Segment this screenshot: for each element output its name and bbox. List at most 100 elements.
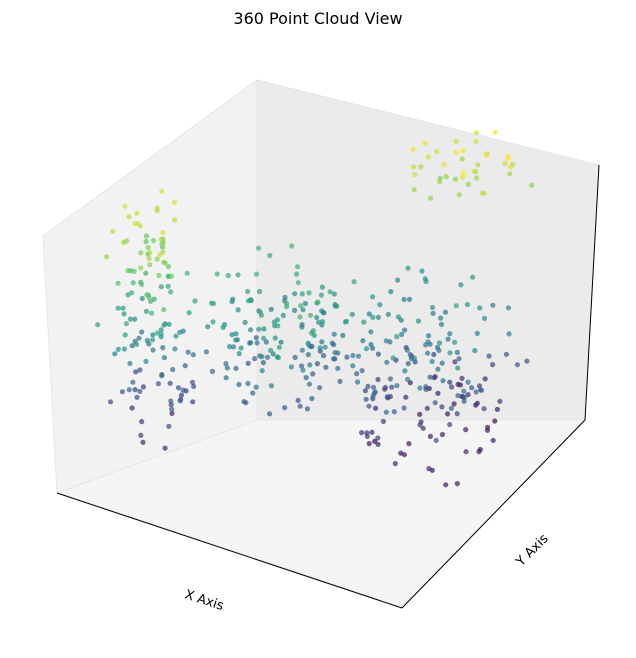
data-point — [362, 388, 368, 394]
data-point — [473, 130, 479, 136]
data-point — [422, 140, 428, 146]
data-point — [158, 284, 164, 290]
data-point — [447, 331, 453, 337]
data-point — [463, 449, 469, 455]
data-point — [368, 329, 374, 335]
data-point — [292, 291, 298, 297]
data-point — [233, 365, 239, 371]
data-point — [331, 291, 337, 297]
data-point — [259, 354, 265, 360]
data-point — [297, 314, 303, 320]
data-point — [508, 164, 514, 170]
data-point — [137, 367, 143, 373]
data-point — [461, 388, 467, 394]
data-point — [160, 345, 166, 351]
data-point — [299, 291, 305, 297]
data-point — [300, 367, 306, 373]
data-point — [391, 409, 397, 415]
data-point — [321, 310, 327, 316]
data-point — [189, 379, 196, 385]
data-point — [147, 250, 153, 256]
data-point — [404, 347, 410, 353]
data-point — [392, 461, 398, 467]
data-point — [242, 319, 248, 325]
data-point — [327, 289, 333, 295]
data-point — [267, 252, 273, 259]
data-point — [123, 321, 129, 327]
data-point — [415, 318, 421, 324]
data-point — [104, 254, 110, 260]
data-point — [452, 339, 458, 345]
data-point — [490, 362, 496, 368]
data-point — [436, 340, 443, 346]
data-point — [190, 352, 196, 358]
data-point — [263, 339, 269, 345]
data-point — [366, 441, 372, 447]
data-point — [259, 368, 265, 374]
data-point — [369, 429, 375, 435]
data-point — [453, 138, 459, 144]
data-point — [125, 268, 131, 274]
data-point — [456, 356, 462, 362]
data-point — [481, 315, 488, 321]
data-point — [317, 345, 323, 351]
data-point — [305, 340, 311, 346]
y-axis-line — [401, 419, 586, 609]
data-point — [473, 138, 479, 144]
data-point — [272, 335, 278, 341]
data-point — [315, 299, 321, 305]
data-point — [479, 387, 485, 393]
data-point — [177, 329, 183, 335]
data-point — [424, 405, 430, 411]
data-point — [503, 351, 509, 357]
data-point — [190, 399, 196, 405]
data-point — [318, 292, 324, 298]
data-point — [399, 331, 405, 338]
data-point — [383, 409, 389, 415]
data-point — [292, 354, 298, 360]
data-point — [133, 341, 140, 347]
data-point — [506, 331, 512, 337]
data-point — [401, 452, 407, 458]
data-point — [435, 366, 441, 372]
data-point — [417, 422, 423, 428]
data-point — [300, 307, 306, 313]
data-point — [236, 381, 242, 388]
data-point — [454, 349, 460, 355]
data-point — [340, 332, 346, 338]
data-point — [138, 265, 144, 271]
data-point — [314, 314, 320, 321]
data-point — [211, 300, 217, 307]
data-point — [255, 245, 262, 251]
data-point — [395, 277, 401, 283]
data-point — [449, 384, 455, 390]
data-point — [370, 314, 376, 320]
data-point — [431, 375, 437, 381]
data-point — [420, 425, 426, 431]
data-point — [490, 437, 496, 443]
data-point — [483, 152, 489, 158]
data-point — [143, 308, 149, 314]
data-point — [147, 262, 153, 268]
data-point — [139, 419, 145, 425]
data-point — [476, 383, 483, 389]
data-point — [317, 385, 323, 391]
data-point — [455, 393, 461, 399]
data-point — [203, 349, 209, 355]
data-point — [454, 411, 460, 417]
data-point — [316, 319, 322, 325]
data-point — [454, 481, 460, 487]
data-point — [257, 288, 263, 295]
data-point — [406, 296, 413, 302]
data-point — [115, 305, 121, 311]
data-point — [427, 433, 433, 439]
data-point — [490, 302, 496, 308]
data-point — [438, 315, 444, 321]
data-point — [359, 368, 365, 374]
data-point — [344, 354, 350, 360]
data-point — [214, 271, 220, 277]
data-point — [132, 316, 138, 322]
data-point — [253, 384, 259, 390]
data-point — [139, 295, 145, 302]
